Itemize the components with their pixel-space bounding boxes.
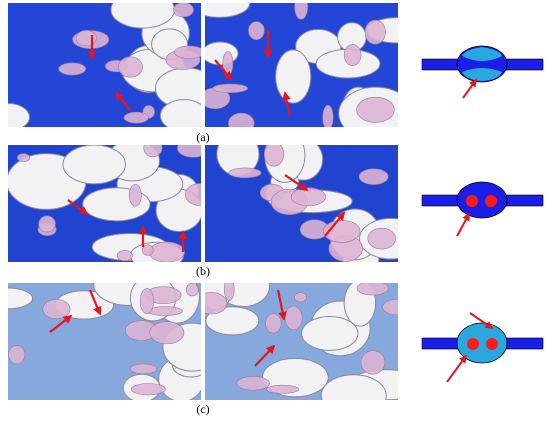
arrow (254, 344, 276, 367)
arrow (284, 174, 309, 191)
schematic-b (421, 181, 544, 237)
schematic-c (421, 312, 544, 383)
arrow (282, 91, 292, 117)
micrographs (8, 3, 398, 400)
arrow (114, 91, 131, 111)
panel-label: (c) (196, 402, 209, 416)
micrograph (8, 3, 201, 127)
panel-label: (b) (196, 264, 210, 278)
arrow (49, 314, 73, 333)
arrow (214, 59, 233, 81)
arrow (67, 199, 89, 216)
micrograph (205, 283, 398, 400)
arrow (276, 289, 287, 321)
panel-label: (a) (196, 130, 209, 144)
micrograph (205, 145, 398, 262)
micrograph (8, 283, 201, 400)
arrow (324, 211, 346, 237)
micrograph (8, 145, 201, 262)
schematic-a (421, 45, 544, 99)
micrograph (205, 3, 398, 127)
arrow (88, 289, 102, 316)
